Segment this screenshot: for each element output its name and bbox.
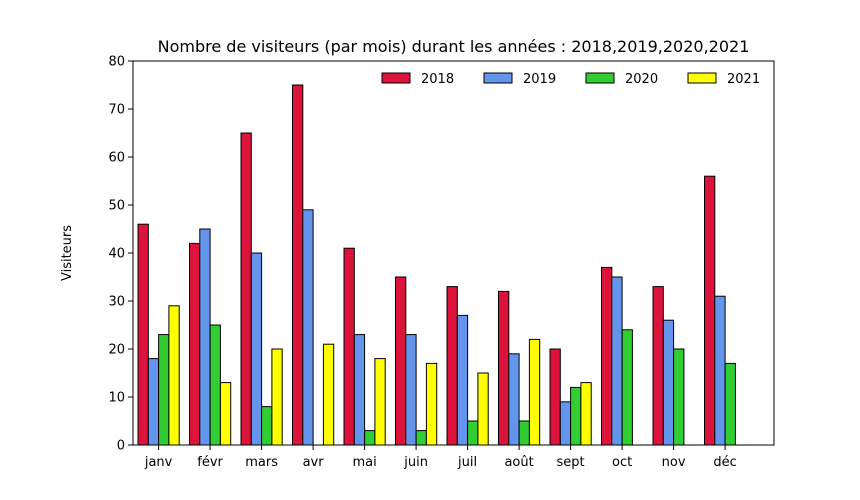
- legend-swatch-2020: [585, 72, 615, 84]
- bar-2020-mai: [364, 430, 376, 446]
- plot-frame: [132, 60, 775, 446]
- chart-title: Nombre de visiteurs (par mois) durant le…: [158, 37, 750, 56]
- bar-2018-août: [498, 290, 510, 446]
- legend-label-2019: 2019: [523, 72, 556, 87]
- bar-2019-sept: [559, 401, 572, 446]
- legend-swatch-2021: [687, 72, 717, 84]
- x-tick-label: juin: [403, 455, 428, 470]
- y-tick-label: 70: [108, 103, 125, 118]
- y-axis-label: Visiteurs: [60, 225, 75, 281]
- bar-2020-févr: [209, 324, 221, 446]
- bar-2020-sept: [570, 386, 582, 446]
- bar-2019-oct: [611, 276, 623, 446]
- bar-2018-déc: [704, 175, 716, 446]
- bar-2021-janv: [168, 305, 180, 446]
- bar-2021-févr: [219, 382, 232, 446]
- bar-2018-juil: [446, 286, 458, 446]
- bar-2019-avr: [302, 209, 314, 446]
- x-tick-label: sept: [557, 455, 585, 470]
- y-tick-label: 0: [117, 439, 125, 454]
- bars-group: [137, 84, 747, 446]
- legend-label-2018: 2018: [421, 72, 454, 87]
- bar-2018-oct: [601, 266, 613, 446]
- x-tick-label: août: [504, 455, 533, 470]
- y-axis-ticks: 0 10 20 30 40 50 60 70 80: [108, 55, 133, 454]
- bar-2021-sept: [580, 382, 592, 446]
- bar-2019-nov: [662, 319, 675, 446]
- x-tick-label: mai: [352, 455, 376, 470]
- x-tick-label: janv: [144, 455, 173, 470]
- bar-2018-mars: [240, 132, 252, 446]
- y-tick-label: 10: [108, 391, 125, 406]
- bar-2020-janv: [158, 334, 170, 446]
- bar-2020-juil: [467, 420, 479, 446]
- x-tick-label: déc: [713, 455, 736, 470]
- bar-2020-mars: [261, 406, 273, 446]
- x-tick-label: mars: [245, 455, 278, 470]
- x-tick-label: avr: [303, 455, 325, 470]
- bar-2018-sept: [549, 348, 561, 446]
- legend: 2018 2019 2020 2021: [381, 72, 760, 87]
- bar-2020-nov: [673, 348, 685, 446]
- bar-2019-août: [508, 353, 520, 446]
- legend-swatch-2019: [483, 72, 513, 84]
- bar-2021-juil: [477, 372, 489, 446]
- y-tick-label: 50: [108, 199, 125, 214]
- bar-2018-nov: [652, 286, 664, 446]
- x-tick-label: févr: [197, 455, 223, 470]
- x-tick-label: juil: [457, 455, 477, 470]
- bar-2019-mars: [250, 252, 263, 446]
- bar-2021-mai: [374, 358, 386, 446]
- bar-2018-juin: [395, 276, 407, 446]
- bar-2018-avr: [292, 84, 304, 446]
- y-tick-label: 30: [108, 295, 125, 310]
- bar-2019-janv: [147, 358, 160, 446]
- bar-2021-mars: [271, 348, 283, 446]
- bar-2021-avr: [322, 343, 335, 446]
- y-tick-label: 20: [108, 343, 125, 358]
- bar-2020-oct: [621, 329, 633, 446]
- bar-2019-déc: [714, 295, 726, 446]
- x-tick-label: nov: [662, 455, 686, 470]
- legend-swatch-2018: [381, 72, 411, 84]
- bar-2020-juin: [415, 430, 427, 446]
- legend-label-2021: 2021: [727, 72, 760, 87]
- bar-2018-févr: [189, 242, 201, 446]
- y-tick-label: 80: [108, 55, 125, 70]
- bar-2019-mai: [353, 334, 366, 446]
- bar-2018-mai: [343, 247, 355, 446]
- bar-2019-juil: [456, 314, 469, 446]
- bar-2019-févr: [199, 228, 211, 446]
- bar-2020-août: [518, 420, 530, 446]
- x-tick-label: oct: [612, 455, 632, 470]
- bar-2018-janv: [137, 223, 149, 446]
- legend-label-2020: 2020: [625, 72, 658, 87]
- bar-2020-déc: [724, 362, 736, 446]
- y-tick-label: 40: [108, 247, 125, 262]
- x-axis-ticks: janv févr mars avr mai juin juil août sept oct nov…: [144, 445, 737, 470]
- bar-2021-août: [528, 338, 541, 446]
- bar-2019-juin: [405, 334, 417, 446]
- y-tick-label: 60: [108, 151, 125, 166]
- bar-2021-juin: [425, 362, 438, 446]
